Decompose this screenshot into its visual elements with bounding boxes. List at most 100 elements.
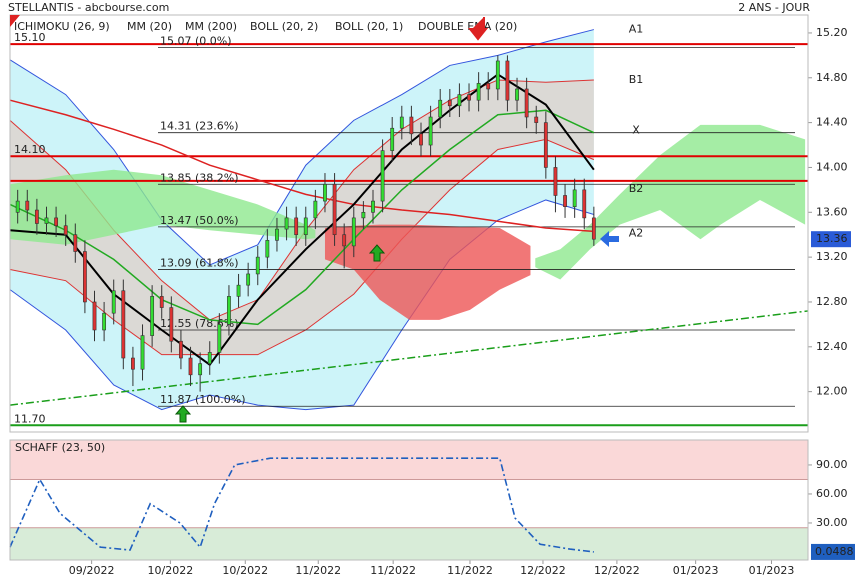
candle-body (179, 340, 183, 359)
last-value-box (811, 231, 851, 248)
candle-body (371, 200, 375, 213)
candle-body (351, 217, 356, 247)
fib-label: 13.47 (50.0%) (160, 214, 239, 227)
zone (10, 440, 808, 480)
y-tick-label: 60.00 (816, 487, 848, 500)
legend-entry: BOLL (20, 2) (250, 20, 318, 33)
y-tick-label: 13.20 (816, 250, 848, 263)
signal-arrow (600, 231, 619, 247)
schaff-frame (9, 439, 809, 561)
candle-body (419, 133, 423, 146)
buy-arrow (174, 405, 192, 423)
support-label: 14.10 (14, 143, 46, 156)
candle-body (486, 83, 491, 90)
last-value-label: 13.36 (816, 232, 848, 245)
support-label: 15.10 (14, 31, 46, 44)
x-tick-label: 11/2022 (295, 564, 341, 577)
candle-body (15, 200, 20, 213)
candle-body (313, 200, 318, 219)
candle-body (44, 217, 49, 224)
candle-body (332, 183, 337, 236)
candle-body (582, 189, 587, 219)
candle-body (54, 217, 58, 227)
x-tick-label: 11/2022 (370, 564, 416, 577)
zone (10, 527, 808, 560)
candle-body (524, 88, 529, 118)
band-area (10, 80, 594, 355)
candle-body (303, 217, 308, 236)
annotation: A2 (629, 227, 644, 240)
candle-body (553, 167, 558, 196)
y-tick-label: 14.80 (816, 71, 848, 84)
candle-body (342, 234, 347, 247)
fib-label: 11.87 (100.0%) (160, 393, 246, 406)
main-frame (9, 14, 809, 433)
x-tick-label: 01/2023 (749, 564, 795, 577)
candle-body (390, 127, 395, 151)
candle-body (63, 225, 68, 236)
candle-body (227, 296, 231, 325)
x-tick-label: 12/2022 (594, 564, 640, 577)
legend-entry: ICHIMOKU (26, 9) (14, 20, 110, 33)
buy-arrow (368, 244, 386, 262)
candle-body (476, 83, 481, 101)
y-tick-label: 14.00 (816, 160, 848, 173)
candle-body (284, 217, 289, 230)
candle-body (361, 211, 366, 219)
y-tick-label: 13.60 (816, 205, 848, 218)
candle-body (140, 335, 145, 370)
candle-body (102, 312, 107, 331)
y-tick-label: 15.20 (816, 26, 848, 39)
fib-label: 13.85 (38.2%) (160, 171, 239, 184)
y-tick-label: 12.40 (816, 340, 848, 353)
fib-label: 15.07 (0.0%) (160, 35, 232, 48)
candle-body (92, 301, 97, 331)
y-tick-label: 14.40 (816, 116, 848, 129)
cloud-area (10, 169, 316, 245)
candle-body (534, 116, 539, 123)
candle-body (399, 116, 404, 129)
candle-body (495, 60, 500, 90)
candle-body (265, 240, 270, 258)
cloud-area (535, 124, 806, 280)
indicator-line (9, 99, 594, 233)
y-tick-label: 90.00 (816, 458, 848, 471)
fib-label: 14.31 (23.6%) (160, 120, 239, 133)
annotation: B1 (629, 73, 644, 86)
candle-body (409, 116, 414, 135)
candle-body (73, 234, 78, 252)
candle-body (207, 352, 212, 364)
candle-body (83, 251, 87, 303)
candle-body (572, 189, 577, 207)
plot: 15.10 14.10 11.70 15.07 (0.0%) 14.31 (23.6%)… (9, 20, 855, 577)
legend-entry: BOLL (20, 1) (335, 20, 403, 33)
x-tick-label: 09/2022 (69, 564, 115, 577)
candle-body (505, 60, 510, 101)
legend-entry: MM (200) (185, 20, 237, 33)
sell-arrow (467, 17, 489, 41)
candle-body (255, 256, 260, 275)
candle-body (169, 307, 174, 342)
legend-entry: MM (20) (127, 20, 172, 33)
y-tick-label: 12.80 (816, 295, 848, 308)
chart-title: STELLANTIS - abcbourse.com (8, 1, 169, 14)
candle-body (246, 273, 251, 286)
candle-body (34, 209, 39, 224)
candle-body (131, 357, 135, 370)
chart-subtitle: 2 ANS - JOUR (738, 1, 810, 14)
x-tick-label: 01/2023 (673, 564, 719, 577)
y-tick-label: 30.00 (816, 516, 848, 529)
candle-body (198, 363, 203, 376)
candle-body (121, 290, 126, 359)
x-tick-label: 10/2022 (148, 564, 194, 577)
indicator-line (9, 109, 595, 326)
candle-body (275, 228, 279, 241)
candle-body (457, 94, 462, 107)
candle-body (543, 122, 548, 168)
annotation: X (632, 123, 640, 136)
candle-body (467, 94, 471, 101)
candle-body (150, 296, 155, 336)
schaff-line (9, 457, 594, 553)
last-value-box (811, 543, 855, 560)
